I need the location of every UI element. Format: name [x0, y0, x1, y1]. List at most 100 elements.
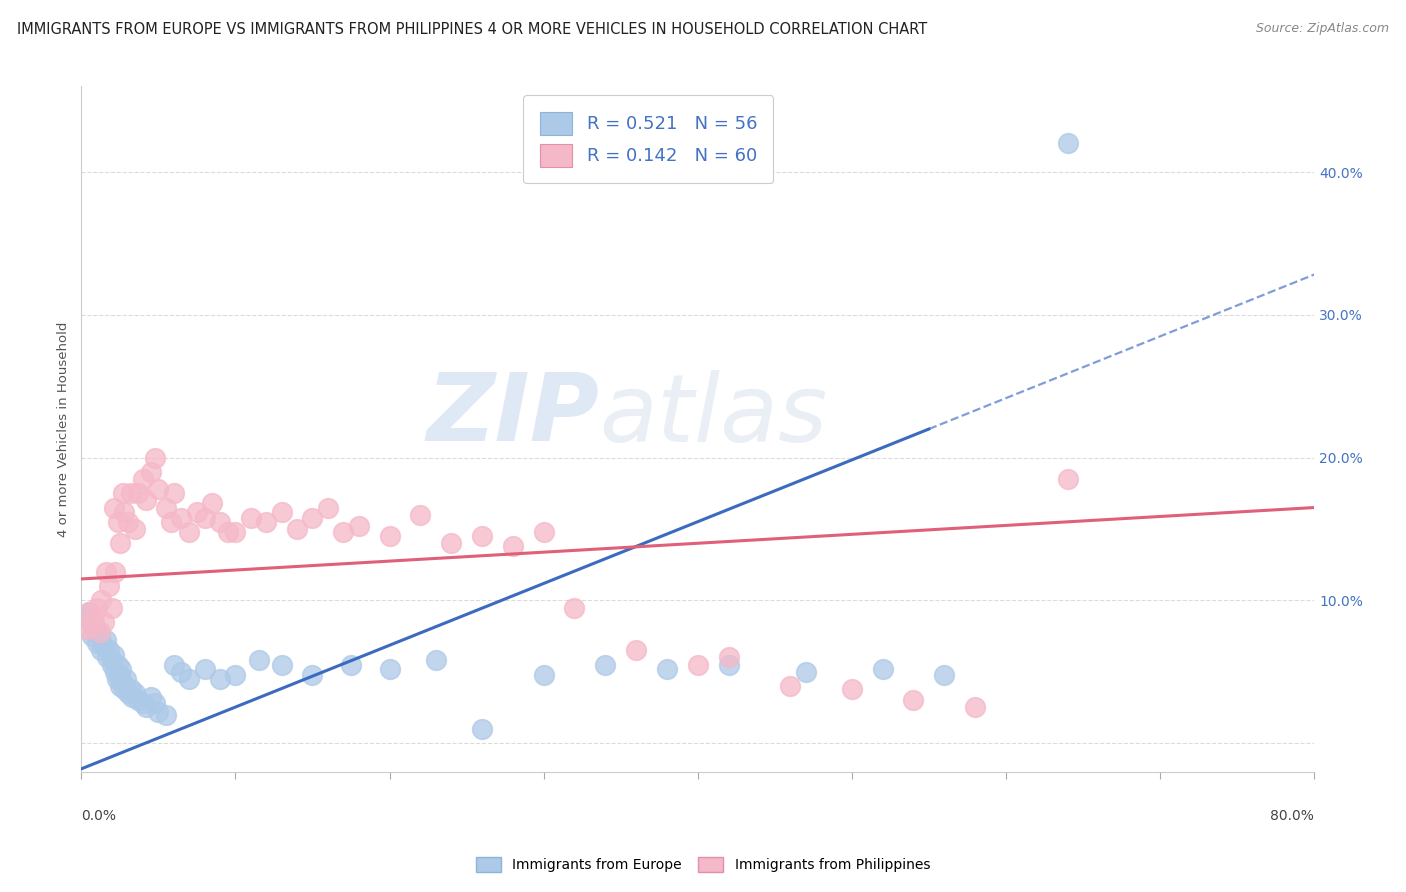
Y-axis label: 4 or more Vehicles in Household: 4 or more Vehicles in Household	[58, 321, 70, 537]
Point	[1056, 136, 1078, 151]
Point	[98, 579, 121, 593]
Point	[655, 662, 678, 676]
Point	[80, 629, 103, 643]
Point	[143, 450, 166, 465]
Point	[135, 700, 157, 714]
Point	[163, 486, 186, 500]
Point	[564, 600, 586, 615]
Point	[108, 667, 131, 681]
Point	[86, 600, 108, 615]
Point	[340, 657, 363, 672]
Point	[717, 657, 740, 672]
Point	[934, 667, 956, 681]
Point	[120, 486, 142, 500]
Point	[201, 496, 224, 510]
Point	[155, 500, 177, 515]
Point	[114, 505, 136, 519]
Point	[194, 662, 217, 676]
Point	[224, 524, 246, 539]
Point	[94, 565, 117, 579]
Text: 0.0%: 0.0%	[82, 809, 117, 823]
Point	[717, 650, 740, 665]
Point	[77, 605, 100, 619]
Point	[316, 500, 339, 515]
Point	[872, 662, 894, 676]
Point	[301, 510, 323, 524]
Point	[425, 653, 447, 667]
Point	[247, 653, 270, 667]
Point	[301, 667, 323, 681]
Text: 80.0%: 80.0%	[1270, 809, 1315, 823]
Point	[179, 672, 201, 686]
Point	[686, 657, 709, 672]
Point	[471, 722, 494, 736]
Point	[75, 610, 97, 624]
Point	[101, 657, 124, 672]
Point	[285, 522, 308, 536]
Point	[108, 536, 131, 550]
Point	[86, 622, 108, 636]
Point	[104, 565, 127, 579]
Point	[194, 510, 217, 524]
Point	[148, 482, 170, 496]
Point	[624, 643, 647, 657]
Point	[841, 681, 863, 696]
Point	[378, 662, 401, 676]
Point	[186, 505, 208, 519]
Point	[98, 643, 121, 657]
Point	[124, 522, 146, 536]
Point	[89, 624, 111, 639]
Point	[80, 619, 103, 633]
Point	[103, 648, 125, 662]
Point	[75, 622, 97, 636]
Point	[139, 465, 162, 479]
Text: IMMIGRANTS FROM EUROPE VS IMMIGRANTS FROM PHILIPPINES 4 OR MORE VEHICLES IN HOUS: IMMIGRANTS FROM EUROPE VS IMMIGRANTS FRO…	[17, 22, 927, 37]
Point	[471, 529, 494, 543]
Point	[533, 667, 555, 681]
Point	[94, 633, 117, 648]
Point	[115, 672, 138, 686]
Point	[179, 524, 201, 539]
Point	[155, 707, 177, 722]
Point	[378, 529, 401, 543]
Point	[105, 672, 128, 686]
Point	[117, 686, 139, 700]
Point	[132, 696, 155, 710]
Point	[502, 539, 524, 553]
Point	[127, 693, 149, 707]
Point	[159, 515, 181, 529]
Point	[120, 681, 142, 696]
Point	[114, 681, 136, 696]
Legend: Immigrants from Europe, Immigrants from Philippines: Immigrants from Europe, Immigrants from …	[471, 852, 935, 878]
Point	[124, 686, 146, 700]
Point	[77, 605, 100, 619]
Point	[217, 524, 239, 539]
Point	[533, 524, 555, 539]
Point	[139, 690, 162, 705]
Point	[108, 679, 131, 693]
Point	[779, 679, 801, 693]
Point	[593, 657, 616, 672]
Text: Source: ZipAtlas.com: Source: ZipAtlas.com	[1256, 22, 1389, 36]
Point	[132, 472, 155, 486]
Point	[270, 657, 292, 672]
Legend: R = 0.521   N = 56, R = 0.142   N = 60: R = 0.521 N = 56, R = 0.142 N = 60	[523, 95, 773, 184]
Point	[96, 650, 118, 665]
Point	[89, 629, 111, 643]
Point	[143, 696, 166, 710]
Point	[93, 615, 115, 629]
Point	[148, 705, 170, 719]
Point	[110, 662, 132, 676]
Point	[111, 676, 134, 690]
Point	[208, 672, 231, 686]
Point	[332, 524, 354, 539]
Point	[208, 515, 231, 529]
Point	[93, 639, 115, 653]
Point	[254, 515, 277, 529]
Point	[409, 508, 432, 522]
Point	[90, 643, 112, 657]
Point	[347, 519, 370, 533]
Point	[90, 593, 112, 607]
Point	[270, 505, 292, 519]
Point	[83, 610, 105, 624]
